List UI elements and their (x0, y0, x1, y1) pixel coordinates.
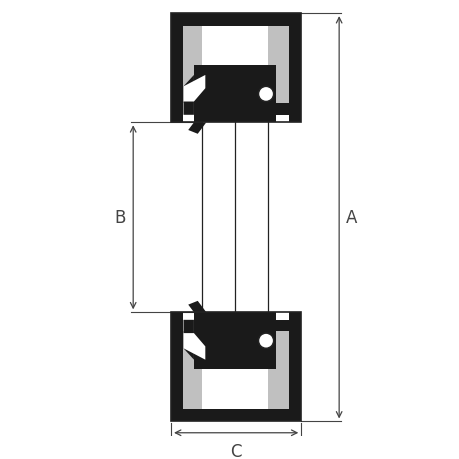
Text: A: A (345, 209, 356, 227)
Polygon shape (288, 313, 301, 421)
Polygon shape (188, 301, 206, 313)
Polygon shape (171, 313, 183, 421)
Polygon shape (194, 66, 275, 123)
Polygon shape (183, 27, 201, 104)
Polygon shape (268, 331, 288, 409)
Polygon shape (171, 14, 301, 27)
Text: C: C (230, 442, 241, 459)
Polygon shape (268, 27, 288, 104)
Polygon shape (188, 123, 206, 134)
Polygon shape (194, 313, 275, 369)
Polygon shape (183, 331, 201, 409)
Circle shape (258, 333, 273, 348)
Polygon shape (288, 14, 301, 123)
Polygon shape (183, 76, 194, 116)
Polygon shape (183, 320, 194, 360)
Polygon shape (183, 333, 205, 360)
Polygon shape (275, 104, 288, 116)
Text: B: B (114, 209, 125, 227)
Polygon shape (275, 320, 288, 331)
Polygon shape (183, 76, 205, 102)
Circle shape (258, 87, 273, 102)
Polygon shape (171, 409, 301, 421)
Polygon shape (171, 14, 183, 123)
